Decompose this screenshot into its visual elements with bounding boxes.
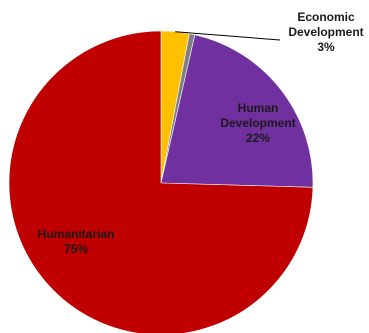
pie-labels: Economic Development 3% Human Development 22%… — [38, 10, 364, 256]
economic-development-leader-line — [175, 31, 281, 41]
pie-slices — [8, 30, 314, 333]
pie-label-humanitarian: Humanitarian 75% — [38, 227, 115, 256]
pie-slice-humanitarian — [8, 30, 314, 333]
pie-slice-human-development — [160, 34, 314, 188]
pie-label-economic-development: Economic Development 3% — [288, 10, 363, 54]
pie-label-human-development: Human Development 22% — [220, 101, 295, 145]
